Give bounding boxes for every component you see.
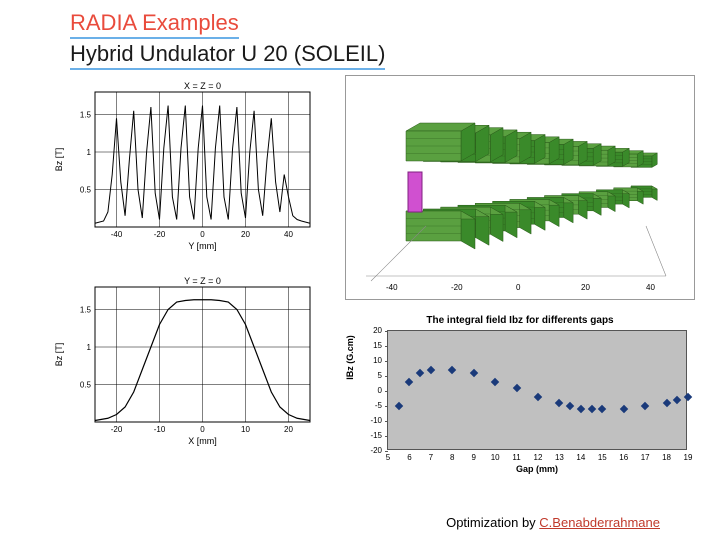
- title-line-1: RADIA Examples: [70, 10, 239, 39]
- chart-br-xlabel: Gap (mm): [387, 464, 687, 474]
- svg-text:20: 20: [241, 230, 250, 239]
- undulator-3d-svg: -40 -20 0 20 40: [346, 76, 696, 301]
- svg-text:20: 20: [581, 283, 590, 292]
- svg-text:Y = Z = 0: Y = Z = 0: [184, 276, 221, 286]
- svg-text:-20: -20: [451, 283, 463, 292]
- svg-text:Bz [T]: Bz [T]: [54, 343, 64, 367]
- chart-bz-vs-x-svg: Y = Z = 0 -20 -10 0 10 20 0.5 1 1.5 X [mm] Bz [T]: [50, 275, 330, 455]
- svg-text:1: 1: [87, 343, 92, 352]
- credit-prefix: Optimization by: [446, 515, 539, 530]
- svg-text:40: 40: [284, 230, 293, 239]
- svg-text:-10: -10: [154, 425, 166, 434]
- svg-text:20: 20: [284, 425, 293, 434]
- chart-bz-vs-x: Y = Z = 0 -20 -10 0 10 20 0.5 1 1.5 X [mm] Bz [T]: [50, 275, 330, 455]
- credit-line: Optimization by C.Benabderrahmane: [446, 515, 660, 530]
- svg-text:Bz [T]: Bz [T]: [54, 148, 64, 172]
- svg-text:40: 40: [646, 283, 655, 292]
- title-line-2: Hybrid Undulator U 20 (SOLEIL): [70, 41, 385, 70]
- svg-text:1.5: 1.5: [80, 111, 92, 120]
- svg-text:Y [mm]: Y [mm]: [188, 241, 216, 251]
- chart-bz-vs-y: X = Z = 0 -40 -20 0 20 40 0.5 1 1.5 Y [mm] Bz [T]: [50, 80, 330, 255]
- svg-text:0.5: 0.5: [80, 186, 92, 195]
- svg-text:0: 0: [200, 425, 205, 434]
- svg-text:X = Z = 0: X = Z = 0: [184, 81, 221, 91]
- svg-text:10: 10: [241, 425, 250, 434]
- svg-text:-40: -40: [111, 230, 123, 239]
- svg-text:-20: -20: [154, 230, 166, 239]
- undulator-3d-render: -40 -20 0 20 40: [345, 75, 695, 300]
- svg-text:1: 1: [87, 148, 92, 157]
- chart-br-title: The integral field Ibz for differents ga…: [345, 315, 695, 326]
- svg-text:0.5: 0.5: [80, 381, 92, 390]
- svg-text:-20: -20: [111, 425, 123, 434]
- chart-br-plotarea: -20-15-10-505101520567891011121314151617…: [387, 330, 687, 450]
- slide-title-block: RADIA Examples Hybrid Undulator U 20 (SO…: [70, 10, 385, 70]
- svg-text:0: 0: [516, 283, 521, 292]
- chart-bz-vs-y-svg: X = Z = 0 -40 -20 0 20 40 0.5 1 1.5 Y [mm] Bz [T]: [50, 80, 330, 255]
- svg-text:-40: -40: [386, 283, 398, 292]
- chart-integral-field: The integral field Ibz for differents ga…: [345, 315, 695, 485]
- svg-text:X [mm]: X [mm]: [188, 436, 217, 446]
- svg-text:1.5: 1.5: [80, 306, 92, 315]
- credit-name: C.Benabderrahmane: [539, 515, 660, 530]
- svg-text:0: 0: [200, 230, 205, 239]
